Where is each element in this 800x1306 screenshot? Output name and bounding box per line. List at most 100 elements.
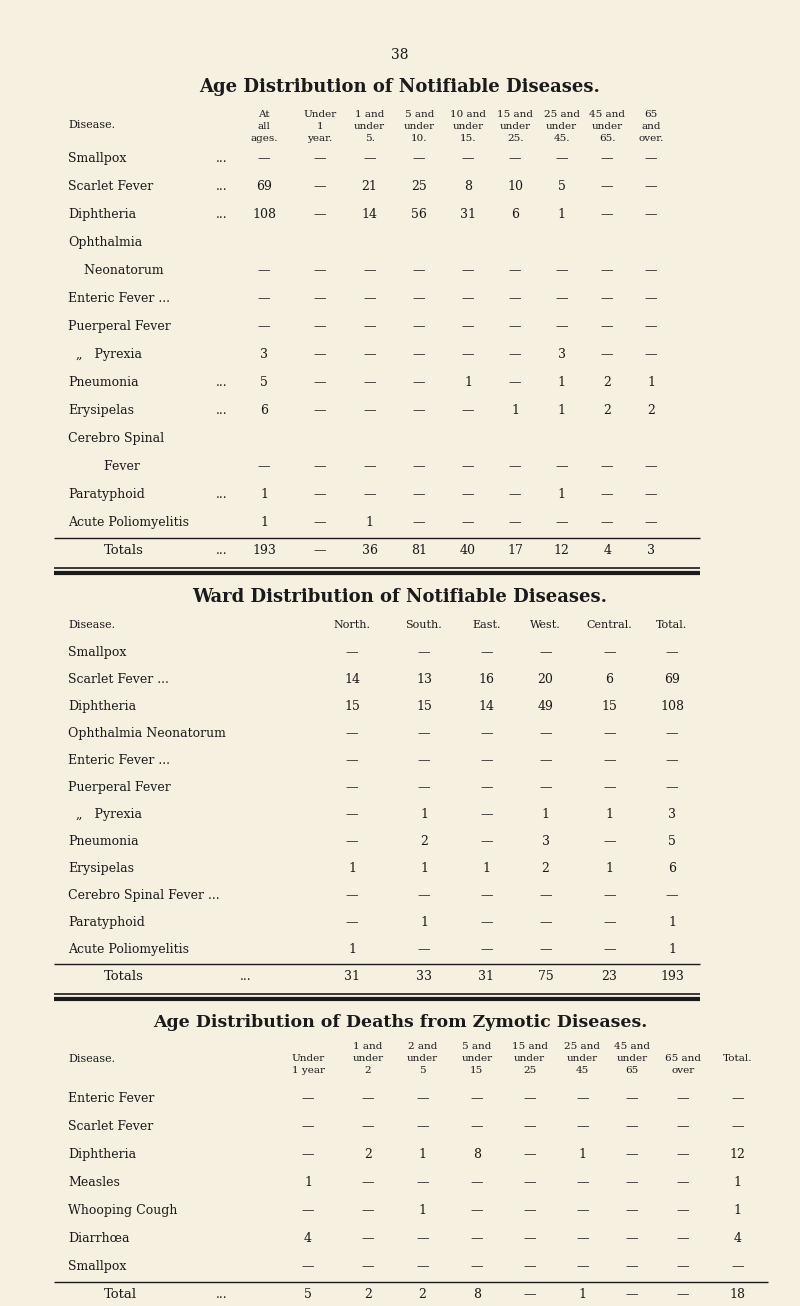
Text: all: all	[258, 121, 270, 131]
Text: —: —	[603, 916, 616, 929]
Text: —: —	[418, 943, 430, 956]
Text: —: —	[509, 151, 522, 165]
Text: —: —	[603, 646, 616, 660]
Text: —: —	[470, 1121, 483, 1134]
Text: 15: 15	[416, 700, 432, 713]
Text: —: —	[480, 889, 493, 902]
Text: 6: 6	[668, 862, 676, 875]
Text: —: —	[645, 264, 658, 277]
Text: —: —	[462, 264, 474, 277]
Text: 1: 1	[366, 516, 374, 529]
Text: ...: ...	[216, 180, 228, 193]
Text: over.: over.	[638, 135, 664, 142]
Text: —: —	[645, 320, 658, 333]
Text: 25 and: 25 and	[543, 110, 579, 119]
Text: year.: year.	[307, 135, 333, 142]
Text: 6: 6	[260, 404, 268, 417]
Text: —: —	[302, 1204, 314, 1217]
Text: under: under	[353, 1054, 383, 1063]
Text: —: —	[302, 1148, 314, 1161]
Text: 8: 8	[464, 180, 472, 193]
Text: —: —	[314, 460, 326, 473]
Text: —: —	[645, 347, 658, 360]
Text: Totals: Totals	[104, 970, 144, 983]
Text: Total: Total	[104, 1288, 137, 1301]
Text: Disease.: Disease.	[68, 1054, 115, 1064]
Text: 5: 5	[304, 1288, 312, 1301]
Text: —: —	[346, 808, 358, 821]
Text: 2: 2	[365, 1066, 371, 1075]
Text: —: —	[413, 293, 426, 306]
Text: —: —	[626, 1288, 638, 1301]
Text: —: —	[509, 516, 522, 529]
Text: Neonatorum: Neonatorum	[68, 264, 164, 277]
Text: under: under	[500, 121, 530, 131]
Text: 1: 1	[647, 376, 655, 389]
Text: —: —	[363, 151, 376, 165]
Text: —: —	[302, 1260, 314, 1273]
Text: —: —	[314, 516, 326, 529]
Text: Disease.: Disease.	[68, 120, 115, 131]
Text: —: —	[731, 1260, 744, 1273]
Text: —: —	[603, 835, 616, 848]
Text: —: —	[480, 943, 493, 956]
Text: 1: 1	[304, 1175, 312, 1188]
Text: —: —	[603, 943, 616, 956]
Text: Pneumonia: Pneumonia	[68, 376, 138, 389]
Text: —: —	[413, 320, 426, 333]
Text: 5.: 5.	[365, 135, 374, 142]
Text: 2: 2	[603, 376, 611, 389]
Text: —: —	[601, 151, 614, 165]
Text: —: —	[480, 835, 493, 848]
Text: „   Pyrexia: „ Pyrexia	[68, 347, 142, 360]
Text: Whooping Cough: Whooping Cough	[68, 1204, 178, 1217]
Text: 14: 14	[478, 700, 494, 713]
Text: —: —	[539, 781, 552, 794]
Text: —: —	[626, 1148, 638, 1161]
Text: ages.: ages.	[250, 135, 278, 142]
Text: 20: 20	[538, 673, 554, 686]
Text: and: and	[642, 121, 661, 131]
Text: —: —	[555, 264, 568, 277]
Text: 45 and: 45 and	[589, 110, 626, 119]
Text: 65 and: 65 and	[665, 1054, 701, 1063]
Text: —: —	[645, 151, 658, 165]
Text: —: —	[666, 781, 678, 794]
Text: 5 and: 5 and	[462, 1042, 491, 1051]
Text: —: —	[480, 754, 493, 767]
Text: 1: 1	[348, 862, 356, 875]
Text: —: —	[314, 208, 326, 221]
Text: —: —	[363, 460, 376, 473]
Text: 2: 2	[542, 862, 550, 875]
Text: ...: ...	[240, 970, 252, 983]
Text: —: —	[601, 320, 614, 333]
Text: 1: 1	[420, 916, 428, 929]
Text: 8: 8	[473, 1288, 481, 1301]
Text: 17: 17	[507, 545, 523, 556]
Text: 8: 8	[473, 1148, 481, 1161]
Text: 15 and: 15 and	[512, 1042, 547, 1051]
Text: —: —	[626, 1232, 638, 1245]
Text: 75: 75	[538, 970, 554, 983]
Text: —: —	[362, 1204, 374, 1217]
Text: 4: 4	[734, 1232, 742, 1245]
Text: —: —	[601, 347, 614, 360]
Text: South.: South.	[406, 620, 442, 629]
Text: —: —	[462, 151, 474, 165]
Text: —: —	[603, 727, 616, 741]
Text: —: —	[601, 180, 614, 193]
Text: Smallpox: Smallpox	[68, 1260, 126, 1273]
Text: —: —	[509, 293, 522, 306]
Text: —: —	[418, 781, 430, 794]
Text: ...: ...	[216, 376, 228, 389]
Text: —: —	[480, 808, 493, 821]
Text: —: —	[677, 1204, 690, 1217]
Text: 5 and: 5 and	[405, 110, 434, 119]
Text: 13: 13	[416, 673, 432, 686]
Text: ...: ...	[216, 488, 228, 502]
Text: 1: 1	[482, 862, 490, 875]
Text: Ophthalmia Neonatorum: Ophthalmia Neonatorum	[68, 727, 226, 741]
Text: under: under	[354, 121, 385, 131]
Text: —: —	[677, 1260, 690, 1273]
Text: —: —	[258, 151, 270, 165]
